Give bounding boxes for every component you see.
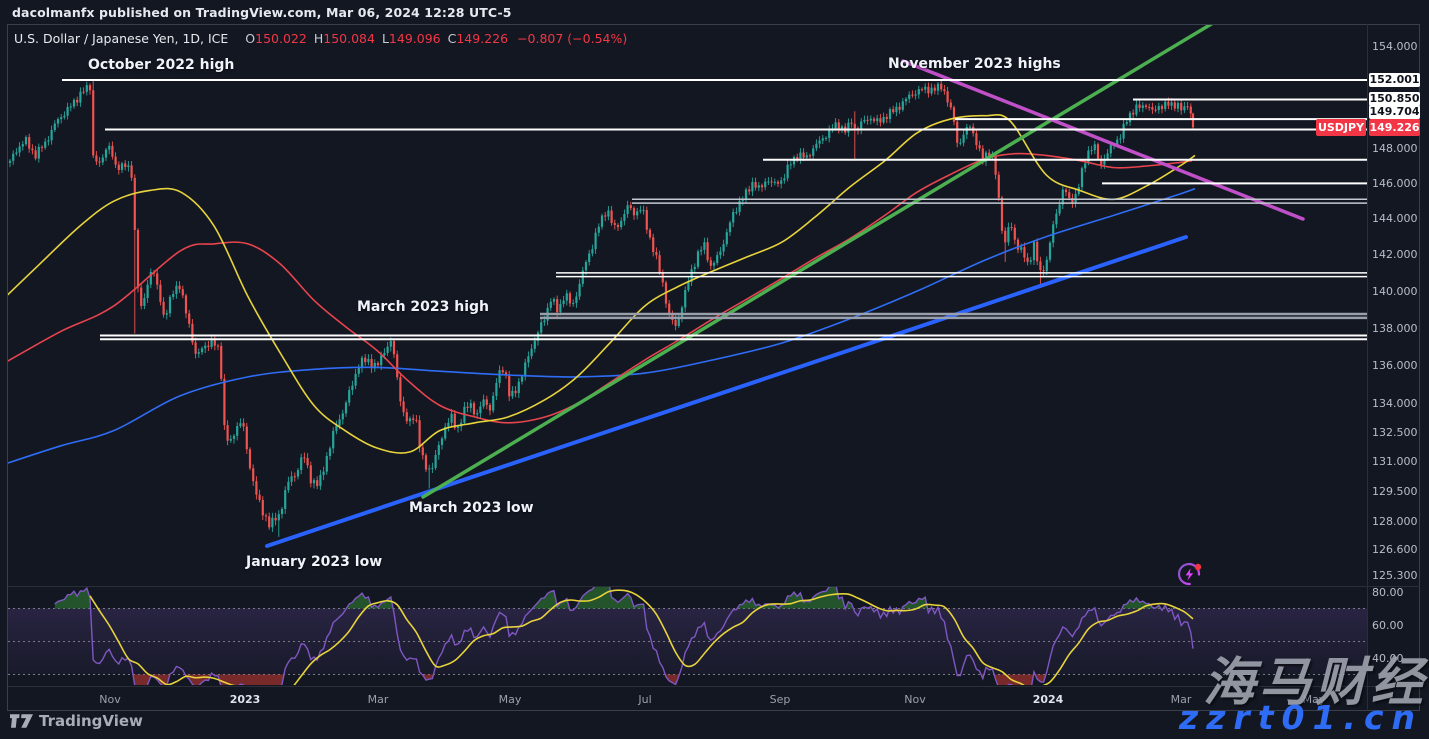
price-tick-138.000: 138.000	[1372, 321, 1418, 335]
ohlc-value-C: 149.226	[456, 31, 509, 46]
ohlc-label-L: L	[381, 31, 389, 46]
tradingview-logo-text: TradingView	[39, 712, 143, 730]
rsi-pane[interactable]	[8, 581, 1367, 703]
time-tick-May: May	[1302, 693, 1326, 706]
annotation-march-2023-low[interactable]: March 2023 low	[409, 500, 534, 516]
level-label-149.704[interactable]: 149.704	[1369, 105, 1420, 120]
tradingview-logo-icon	[10, 714, 33, 728]
time-tick-2023: 2023	[229, 693, 261, 706]
price-tick-132.500: 132.500	[1372, 425, 1418, 439]
ohlc-value-L: 149.096	[388, 31, 441, 46]
rsi-tick-80.00: 80.00	[1372, 585, 1404, 599]
time-tick-Sep: Sep	[769, 693, 791, 706]
price-pane[interactable]	[0, 20, 1367, 548]
publisher-bar: dacolmanfx published on TradingView.com,…	[12, 5, 512, 20]
ma-line-sma50[interactable]	[0, 113, 1196, 454]
time-tick-Mar: Mar	[1170, 693, 1192, 706]
level-label-150.850[interactable]: 150.850	[1369, 91, 1420, 106]
price-change: −0.807 (−0.54%)	[517, 31, 628, 46]
time-tick-Nov: Nov	[904, 693, 926, 706]
price-tick-125.300: 125.300	[1372, 569, 1418, 583]
ohlc-label-C: C	[447, 31, 457, 46]
price-tick-126.600: 126.600	[1372, 542, 1418, 556]
time-tick-2024: 2024	[1032, 693, 1064, 706]
price-tick-144.000: 144.000	[1372, 212, 1418, 226]
ma-line-sma100[interactable]	[0, 152, 1193, 424]
price-tick-128.000: 128.000	[1372, 514, 1418, 528]
ideas-flash-icon[interactable]	[1176, 560, 1204, 588]
trendline-rising-support-from-january-2023-low[interactable]	[265, 235, 1188, 548]
price-tick-148.000: 148.000	[1372, 141, 1418, 155]
rsi-tick-60.00: 60.00	[1372, 618, 1404, 632]
time-tick-Mar: Mar	[367, 693, 389, 706]
price-tick-154.000: 154.000	[1372, 39, 1418, 53]
price-tag-symbol[interactable]: USDJPY	[1316, 118, 1366, 136]
rsi-tick-40.00: 40.00	[1372, 651, 1404, 665]
watermark-site: zzrt01.cn	[1179, 698, 1423, 737]
time-axis-separator[interactable]	[8, 686, 1420, 687]
pane-separator[interactable]	[8, 586, 1420, 587]
ohlc-value-H: 150.084	[323, 31, 375, 46]
price-tick-142.000: 142.000	[1372, 248, 1418, 262]
rsi-line[interactable]	[54, 581, 1194, 703]
price-scale-separator[interactable]	[1367, 24, 1368, 711]
notification-dot	[1194, 563, 1202, 571]
time-tick-Jul: Jul	[638, 693, 652, 706]
annotation-october-2022-high[interactable]: October 2022 high	[88, 57, 235, 73]
price-tick-134.000: 134.000	[1372, 397, 1418, 411]
price-tick-146.000: 146.000	[1372, 176, 1418, 190]
price-tick-140.000: 140.000	[1372, 284, 1418, 298]
price-tick-131.000: 131.000	[1372, 455, 1418, 469]
rsi-ma-line[interactable]	[89, 589, 1194, 696]
price-tag-value[interactable]: 149.226	[1369, 118, 1420, 136]
symbol-info-bar[interactable]: U.S. Dollar / Japanese Yen, 1D, ICE O150.…	[14, 31, 627, 46]
trendline-falling-trendline-from-november-2023-highs[interactable]	[901, 59, 1305, 221]
price-tick-129.500: 129.500	[1372, 484, 1418, 498]
level-label-152.001[interactable]: 152.001	[1369, 73, 1420, 87]
tradingview-attribution[interactable]: TradingView	[10, 712, 143, 730]
annotation-march-2023-high[interactable]: March 2023 high	[357, 299, 490, 315]
ohlc-label-O: O	[245, 31, 256, 46]
watermark-cn: 海马财经	[1202, 653, 1427, 713]
trendline-steep-rising-trendline-from-march-2023-low[interactable]	[421, 20, 1218, 499]
time-tick-May: May	[498, 693, 522, 706]
annotation-november-2023-highs[interactable]: November 2023 highs	[888, 56, 1061, 72]
time-tick-Nov: Nov	[99, 693, 121, 706]
symbol-title[interactable]: U.S. Dollar / Japanese Yen, 1D, ICE	[14, 31, 229, 46]
annotation-january-2023-low[interactable]: January 2023 low	[246, 554, 383, 570]
ohlc-value-O: 150.022	[255, 31, 307, 46]
chart-frame	[7, 24, 1420, 711]
ohlc-label-H: H	[313, 31, 324, 46]
price-tick-136.000: 136.000	[1372, 359, 1418, 373]
candlestick-series	[8, 80, 1195, 537]
